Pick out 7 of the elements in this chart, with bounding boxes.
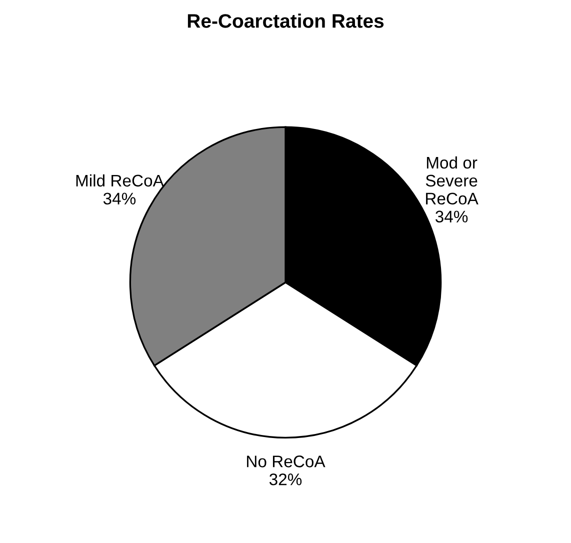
data-label: 32% — [269, 473, 302, 486]
slice-label: No ReCoA — [247, 456, 326, 468]
chart-title: Re-Coarctation Rates — [188, 14, 384, 28]
data-label: 34% — [436, 210, 468, 222]
data-label: 34% — [103, 192, 136, 205]
slice-label: Mod or Severe ReCoA — [426, 156, 478, 205]
slice-label: Mild ReCoA — [76, 174, 164, 187]
